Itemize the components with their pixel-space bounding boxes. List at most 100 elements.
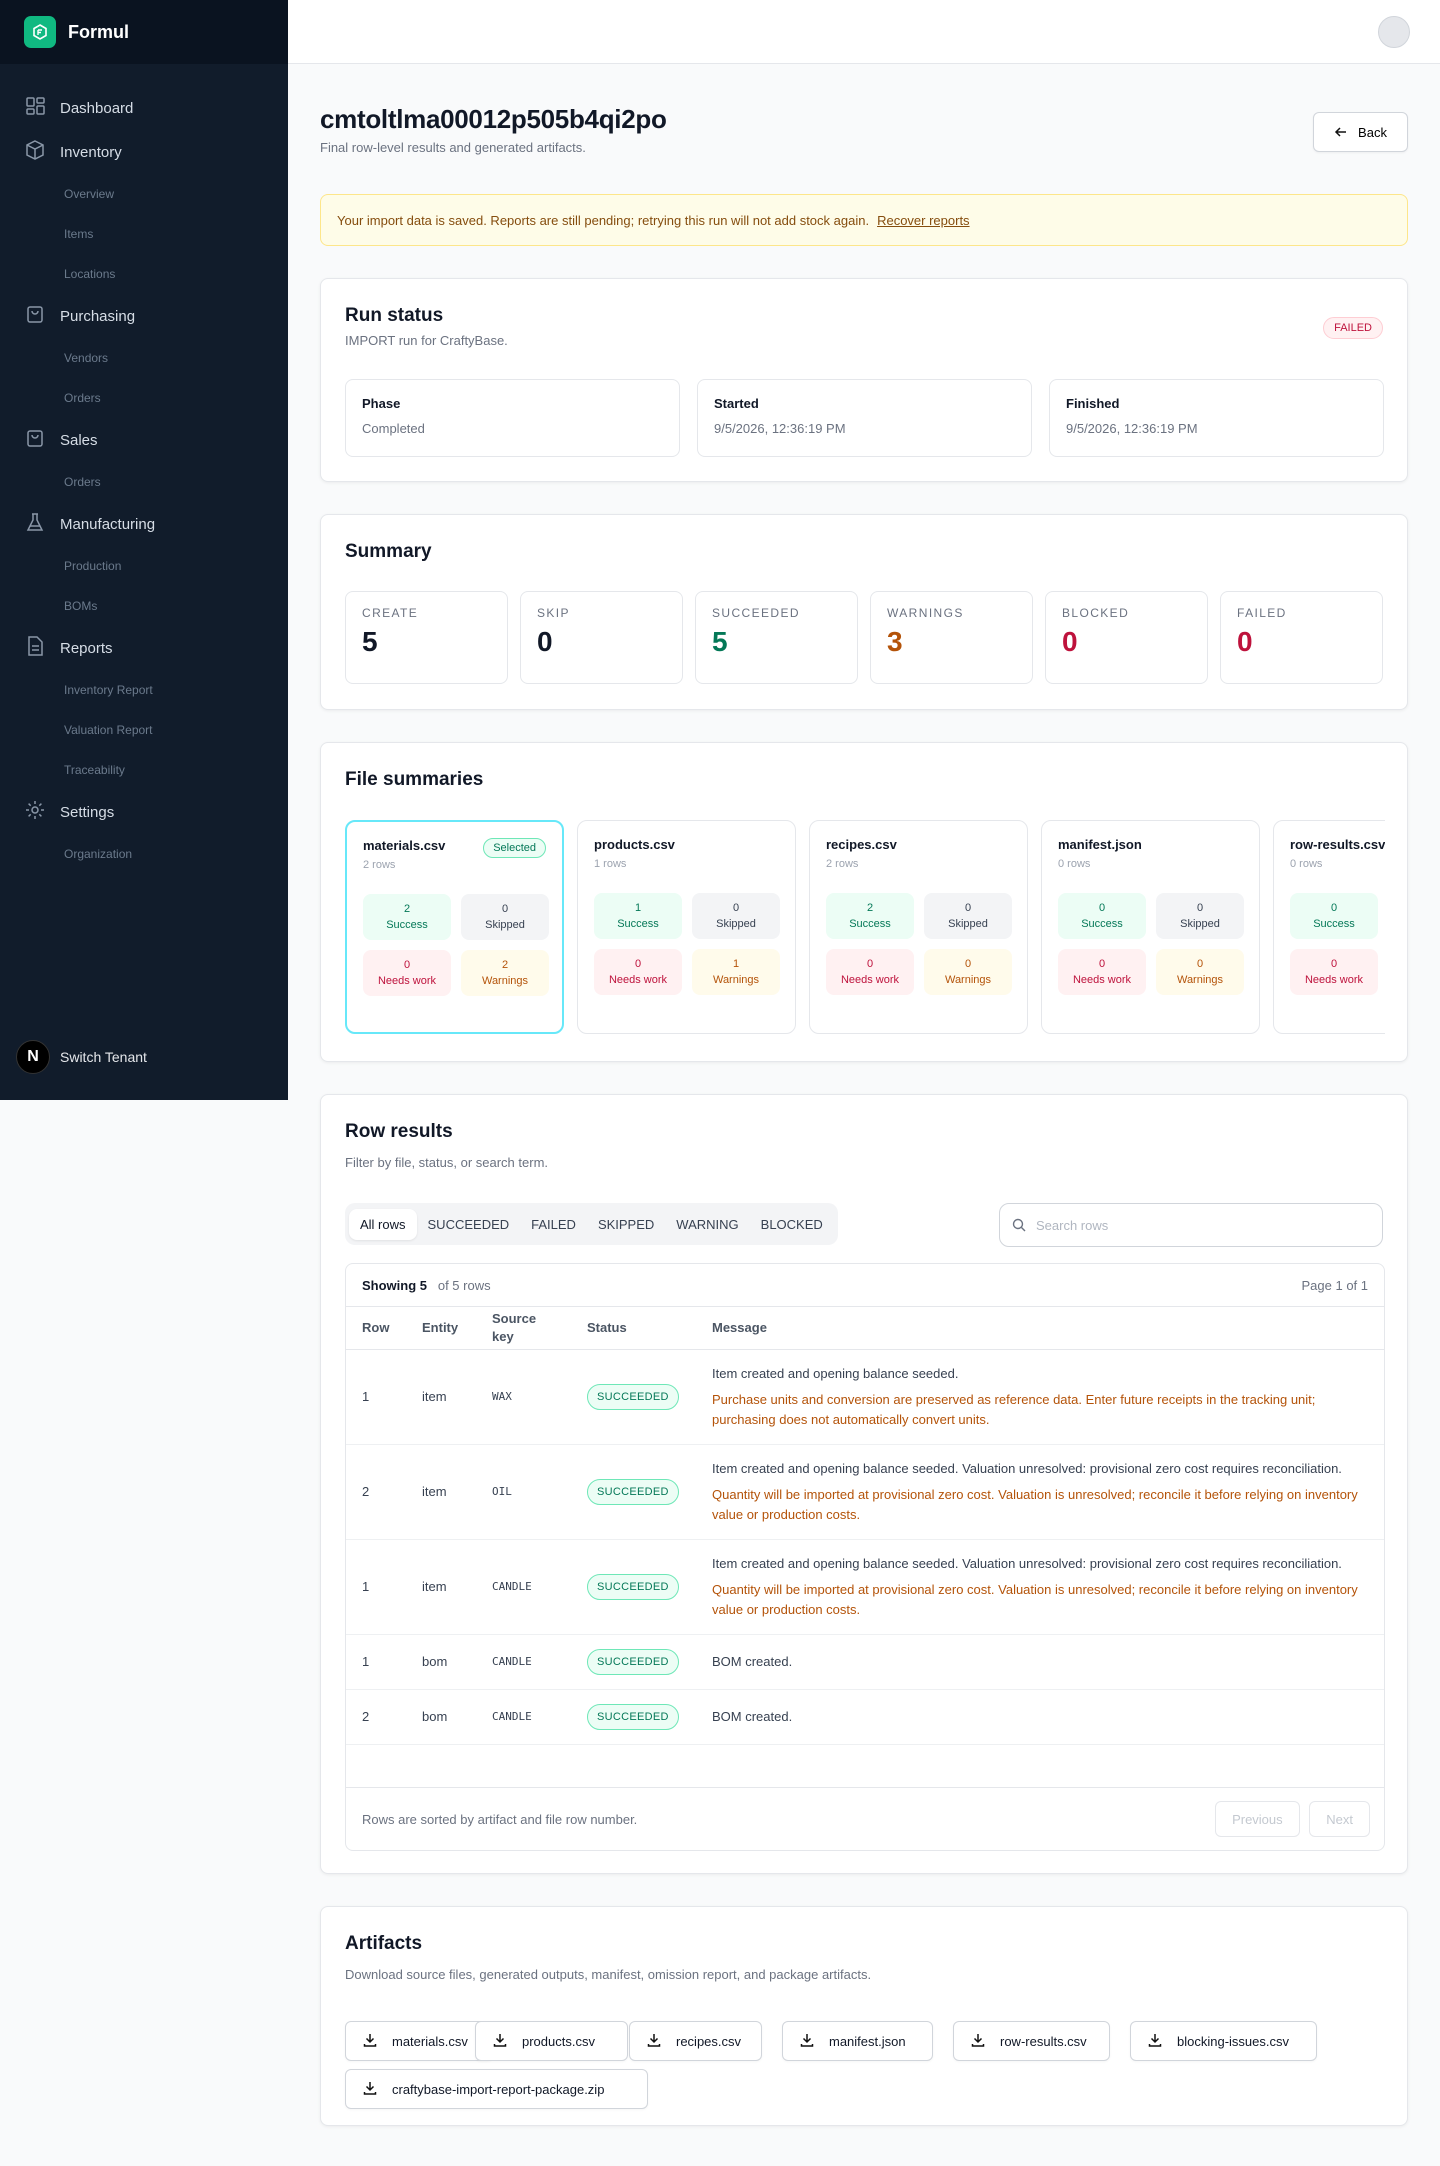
user-avatar[interactable] [1378,16,1410,48]
brand[interactable]: Formul [0,0,288,64]
switch-tenant-label: Switch Tenant [60,1049,147,1065]
message-cell: Item created and opening balance seeded.… [696,1539,1384,1635]
status-badge: FAILED [1323,317,1383,339]
started-value: 9/5/2026, 12:36:19 PM [714,421,846,436]
file-stat-label: Needs work [608,974,668,986]
previous-page-button[interactable]: Previous [1215,1801,1300,1837]
message-text: BOM created. [712,1708,793,1724]
file-card-products-csv[interactable]: products.csv 1 rows 1 Success 0 Skipped 0 Needs… [577,820,796,1034]
file-card-materials-csv[interactable]: materials.csv 2 rows Selected 2 Success 0 Skip… [345,820,564,1034]
tab-skipped[interactable]: SKIPPED [597,1216,655,1232]
table-body: 1 item WAX SUCCEEDED Item created and openin… [346,1349,1384,1745]
download-craftybase-import-report-package-zip-button[interactable]: craftybase-import-report-package.zip [345,2069,648,2109]
row-number-cell: 1 [346,1539,406,1635]
file-stat-value: 0 [1330,902,1338,914]
summary-stat-succeeded: SUCCEEDED 5 [695,591,858,684]
file-stat-warnings: 2 Warnings [461,950,549,996]
status-badge: SUCCEEDED [587,1383,679,1410]
source-key-cell: OIL [476,1444,571,1540]
back-button[interactable]: Back [1313,112,1408,152]
summary-stat-blocked: BLOCKED 0 [1045,591,1208,684]
switch-tenant-button[interactable]: N Switch Tenant [16,1040,147,1074]
sidebar-item-label: Purchasing [60,307,136,325]
table-header-bar: Showing 5 of 5 rows Page 1 of 1 [346,1264,1384,1307]
table-row[interactable]: 2 bom CANDLE SUCCEEDED BOM created. [346,1689,1384,1745]
download-manifest-json-button[interactable]: manifest.json [782,2021,933,2061]
table-scroll-area[interactable]: Row Entity Source key Status Message 1 item WA… [346,1307,1384,1789]
sidebar-item-inventory[interactable]: Inventory [0,130,288,174]
download-materials-csv-button[interactable]: materials.csv [345,2021,493,2061]
file-card-recipes-csv[interactable]: recipes.csv 2 rows 2 Success 0 Skipped 0 Needs … [809,820,1028,1034]
artifact-file-name: recipes.csv [676,2033,742,2049]
sidebar-subitem-production[interactable]: Production [64,559,122,573]
sidebar-item-sales[interactable]: Sales [0,418,288,462]
sidebar-item-reports[interactable]: Reports [0,626,288,670]
sidebar-item-manufacturing[interactable]: Manufacturing [0,502,288,546]
sidebar-item-label: Settings [60,803,115,821]
tab-succeeded[interactable]: SUCCEEDED [427,1216,510,1232]
artifact-file-name: craftybase-import-report-package.zip [392,2081,605,2097]
source-key-cell: CANDLE [476,1634,571,1690]
download-recipes-csv-button[interactable]: recipes.csv [629,2021,762,2061]
sidebar-subitem-traceability[interactable]: Traceability [64,763,125,777]
bag-icon [24,427,46,453]
sidebar: Formul Dashboard Inventory Overview Items Lo… [0,0,288,1100]
summary-stat-value: 0 [1237,626,1253,657]
table-row[interactable]: 1 item WAX SUCCEEDED Item created and openin… [346,1349,1384,1445]
run-status-title: Run status [345,305,444,326]
row-results-title: Row results [345,1121,453,1142]
tab-blocked[interactable]: BLOCKED [760,1216,823,1232]
summary-stat-value: 0 [537,626,553,657]
sidebar-item-label: Reports [60,639,113,657]
sidebar-item-purchasing[interactable]: Purchasing [0,294,288,338]
showing-prefix: Showing 5 [362,1277,427,1293]
sort-note: Rows are sorted by artifact and file row… [362,1811,638,1827]
sidebar-subitem-inventory-report[interactable]: Inventory Report [64,683,153,697]
tab-all-rows[interactable]: All rows [349,1208,417,1240]
sidebar-subitem-boms[interactable]: BOMs [64,599,98,613]
file-summaries-scroller[interactable]: materials.csv 2 rows Selected 2 Success 0 Skip… [345,820,1385,1034]
recover-reports-link[interactable]: Recover reports [877,212,970,228]
table-row[interactable]: 1 bom CANDLE SUCCEEDED BOM created. [346,1634,1384,1690]
sidebar-subitem-locations[interactable]: Locations [64,267,116,281]
sidebar-item-dashboard[interactable]: Dashboard [0,86,288,130]
download-products-csv-button[interactable]: products.csv [475,2021,628,2061]
download-icon [970,2032,986,2051]
summary-stat-skip: SKIP 0 [520,591,683,684]
message-text: Item created and opening balance seeded.… [712,1460,1342,1476]
download-blocking-issues-csv-button[interactable]: blocking-issues.csv [1130,2021,1317,2061]
file-summaries-title: File summaries [345,769,484,790]
sidebar-item-settings[interactable]: Settings [0,790,288,834]
tab-warning[interactable]: WARNING [676,1216,739,1232]
file-stat-label: Skipped [716,918,756,930]
search-box[interactable] [999,1203,1383,1247]
sidebar-subitem-organization[interactable]: Organization [64,847,133,861]
entity-cell: item [406,1349,476,1445]
file-stat-skipped: 0 Skipped [924,893,1012,939]
source-key-cell: CANDLE [476,1539,571,1635]
sidebar-subitem-items[interactable]: Items [64,227,94,241]
next-page-button[interactable]: Next [1309,1801,1370,1837]
sidebar-subitem-valuation-report[interactable]: Valuation Report [64,723,153,737]
sidebar-subitem-overview[interactable]: Overview [64,187,115,201]
download-row-results-csv-button[interactable]: row-results.csv [953,2021,1110,2061]
table-row[interactable]: 1 item CANDLE SUCCEEDED Item created and ope… [346,1539,1384,1635]
file-stat-label: Needs work [840,974,900,986]
search-input[interactable] [1036,1217,1356,1233]
message-text: Item created and opening balance seeded. [712,1365,959,1381]
file-name: manifest.json [1058,837,1142,852]
artifact-file-name: manifest.json [829,2033,906,2049]
tab-failed[interactable]: FAILED [531,1216,576,1232]
sidebar-subitem-orders[interactable]: Orders [64,391,101,405]
tenant-avatar: N [16,1040,50,1074]
sidebar-subitem-vendors[interactable]: Vendors [64,351,109,365]
sidebar-subitem-orders[interactable]: Orders [64,475,101,489]
status-cell: SUCCEEDED [571,1689,696,1745]
file-stat-label: Success [1313,918,1355,930]
file-card-manifest-json[interactable]: manifest.json 0 rows 0 Success 0 Skipped 0 Need… [1041,820,1260,1034]
warning-text: Quantity will be imported at provisional… [712,1581,1358,1617]
artifacts-subtitle: Download source files, generated outputs… [345,1967,872,1982]
summary-stat-create: CREATE 5 [345,591,508,684]
table-row[interactable]: 2 item OIL SUCCEEDED Item created and openin… [346,1444,1384,1540]
